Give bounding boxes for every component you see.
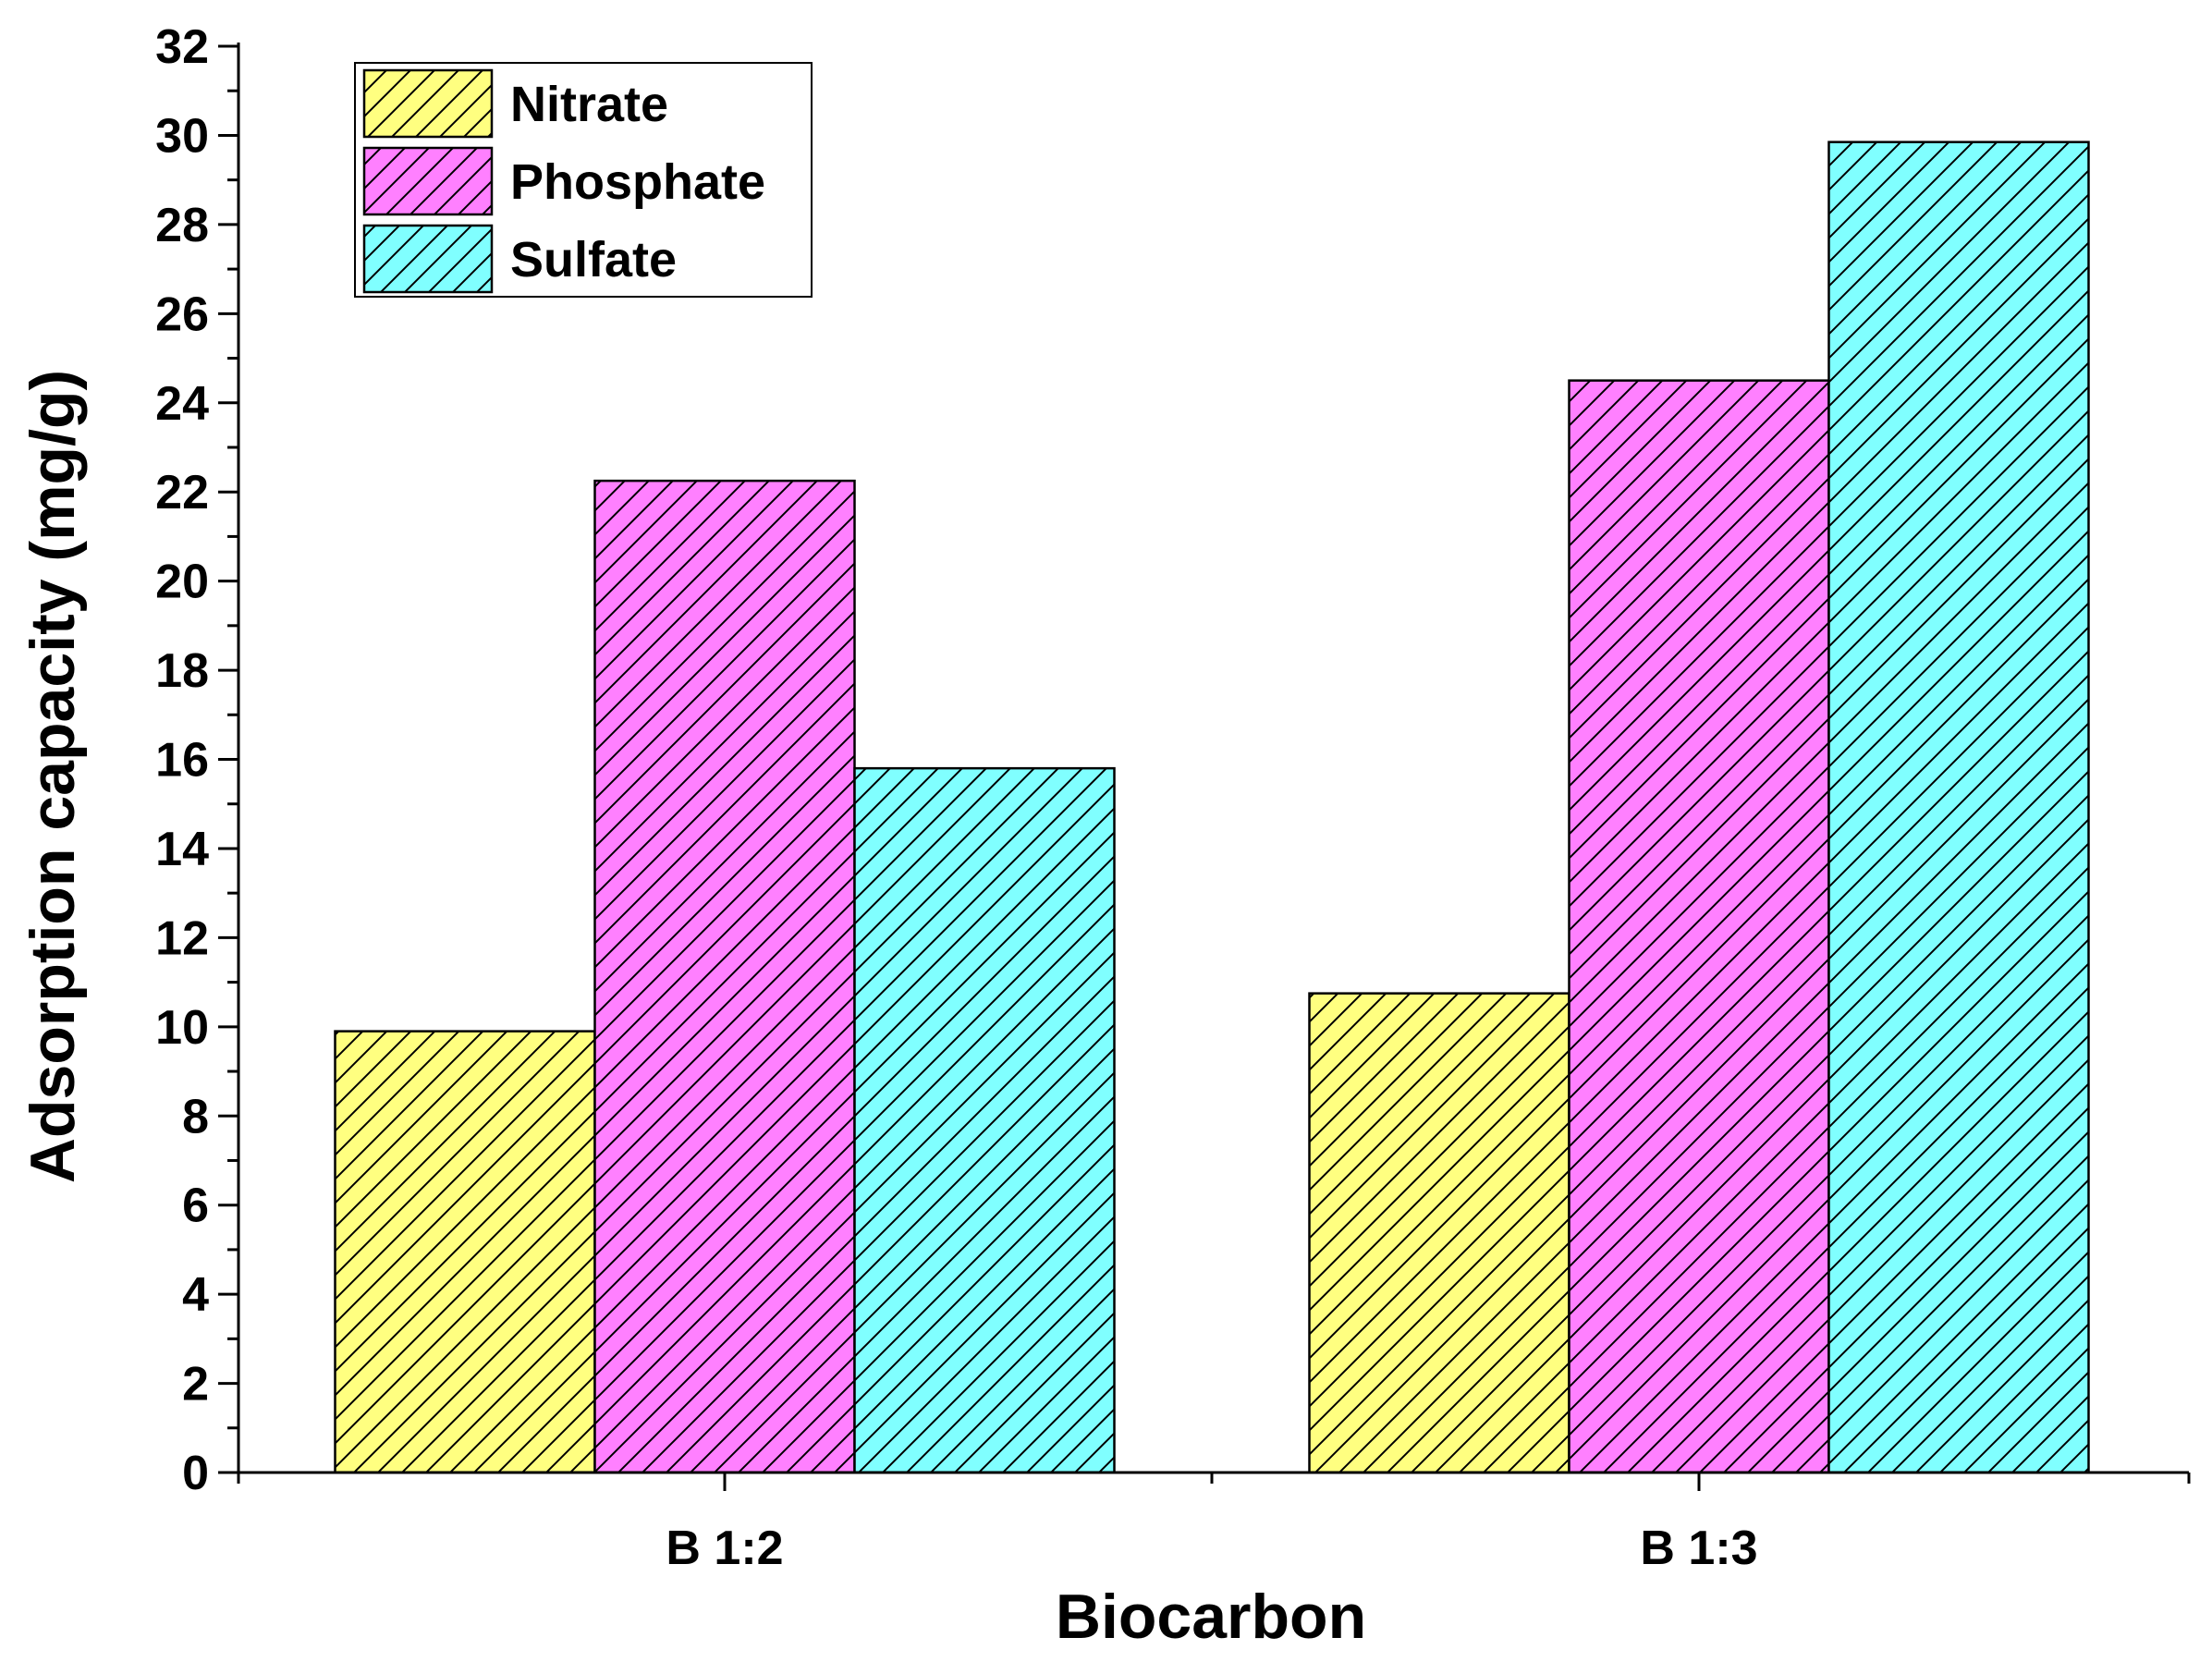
legend-label-phosphate: Phosphate bbox=[510, 154, 765, 210]
y-tick-label: 6 bbox=[182, 1179, 209, 1233]
bar-outline-phosphate-2 bbox=[1568, 379, 1830, 1474]
x-tick-label: B 1:2 bbox=[666, 1521, 783, 1575]
y-tick-label: 4 bbox=[182, 1268, 209, 1322]
y-tick-label: 2 bbox=[182, 1358, 209, 1411]
legend-swatch-outline-sulfate bbox=[362, 224, 494, 294]
legend-swatch-outline-phosphate bbox=[362, 146, 494, 216]
y-tick-label: 16 bbox=[155, 734, 209, 788]
legend-swatch-outline-nitrate bbox=[362, 68, 494, 139]
bars-group bbox=[334, 141, 2090, 1474]
legend-label-nitrate: Nitrate bbox=[510, 77, 668, 132]
y-axis-title: Adsorption capacity (mg/g) bbox=[18, 370, 88, 1183]
x-tick-label: B 1:3 bbox=[1640, 1521, 1757, 1575]
y-tick-label: 24 bbox=[155, 377, 209, 431]
y-tick-label: 12 bbox=[155, 911, 209, 965]
bar-outline-nitrate-2 bbox=[1308, 992, 1570, 1474]
y-tick-label: 30 bbox=[155, 109, 209, 163]
y-tick-label: 26 bbox=[155, 287, 209, 341]
y-tick-label: 32 bbox=[155, 20, 209, 74]
y-tick-label: 14 bbox=[155, 823, 209, 876]
legend: Nitrate Phosphate Sulfate bbox=[354, 62, 813, 298]
y-tick-label: 22 bbox=[155, 466, 209, 519]
x-axis-title: Biocarbon bbox=[1056, 1582, 1366, 1652]
y-tick-label: 20 bbox=[155, 556, 209, 609]
legend-label-sulfate: Sulfate bbox=[510, 232, 677, 287]
bar-outline-phosphate-1 bbox=[593, 479, 856, 1474]
bar-outline-sulfate-1 bbox=[853, 766, 1116, 1474]
y-tick-label: 10 bbox=[155, 1001, 209, 1055]
y-tick-label: 28 bbox=[155, 199, 209, 252]
bar-outline-nitrate-1 bbox=[334, 1030, 596, 1474]
y-tick-label: 18 bbox=[155, 644, 209, 698]
y-tick-label: 0 bbox=[182, 1447, 209, 1500]
y-tick-label: 8 bbox=[182, 1090, 209, 1143]
bar-outline-sulfate-2 bbox=[1827, 141, 2090, 1474]
